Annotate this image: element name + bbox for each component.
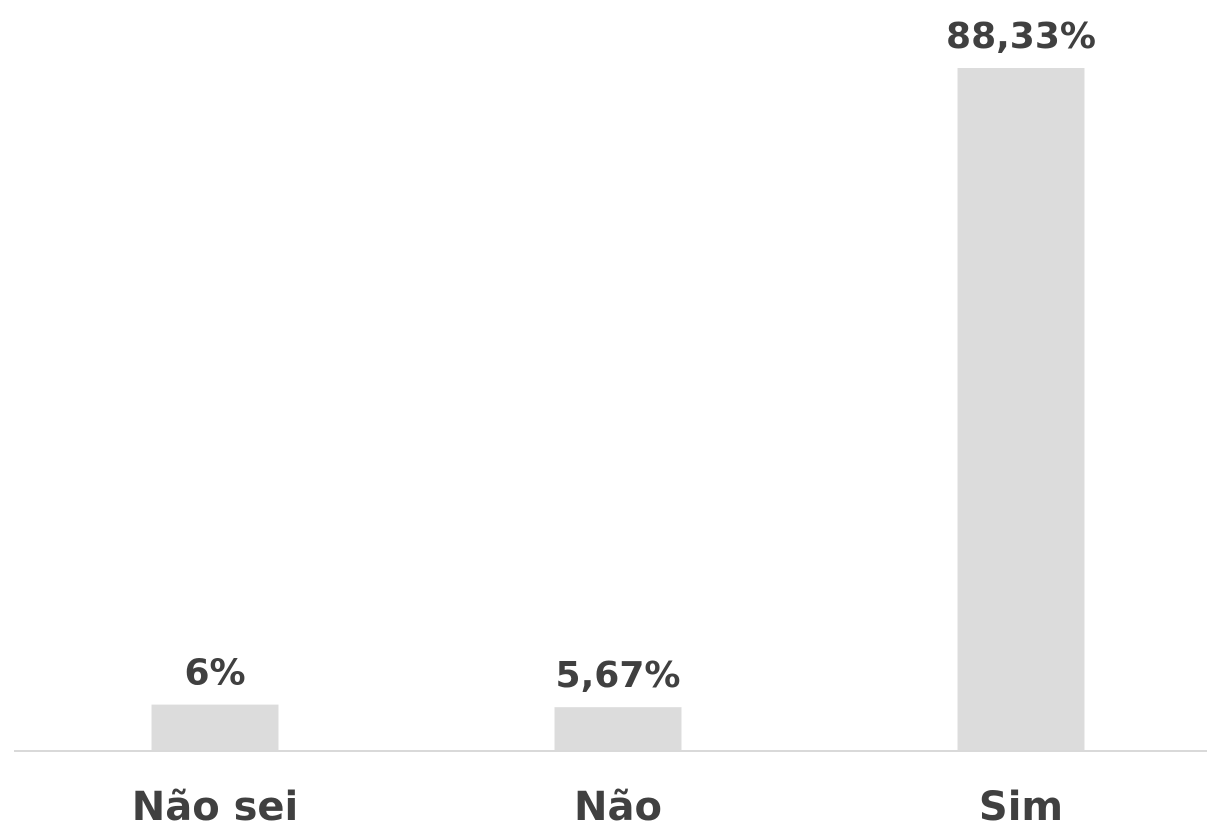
bars-group: [151, 68, 1085, 751]
bar-nao-sei: [151, 704, 279, 751]
bar-nao: [554, 707, 682, 751]
data-label-nao: 5,67%: [556, 655, 681, 696]
data-label-nao-sei: 6%: [184, 653, 245, 694]
x-tick-label-nao: Não: [574, 784, 662, 825]
data-labels-group: 6% 5,67% 88,33%: [184, 16, 1096, 696]
x-tick-label-nao-sei: Não sei: [132, 784, 299, 825]
x-tick-label-sim: Sim: [979, 784, 1063, 825]
bar-sim: [957, 68, 1085, 751]
data-label-sim: 88,33%: [946, 16, 1096, 57]
x-tick-labels-group: Não sei Não Sim: [132, 784, 1063, 825]
